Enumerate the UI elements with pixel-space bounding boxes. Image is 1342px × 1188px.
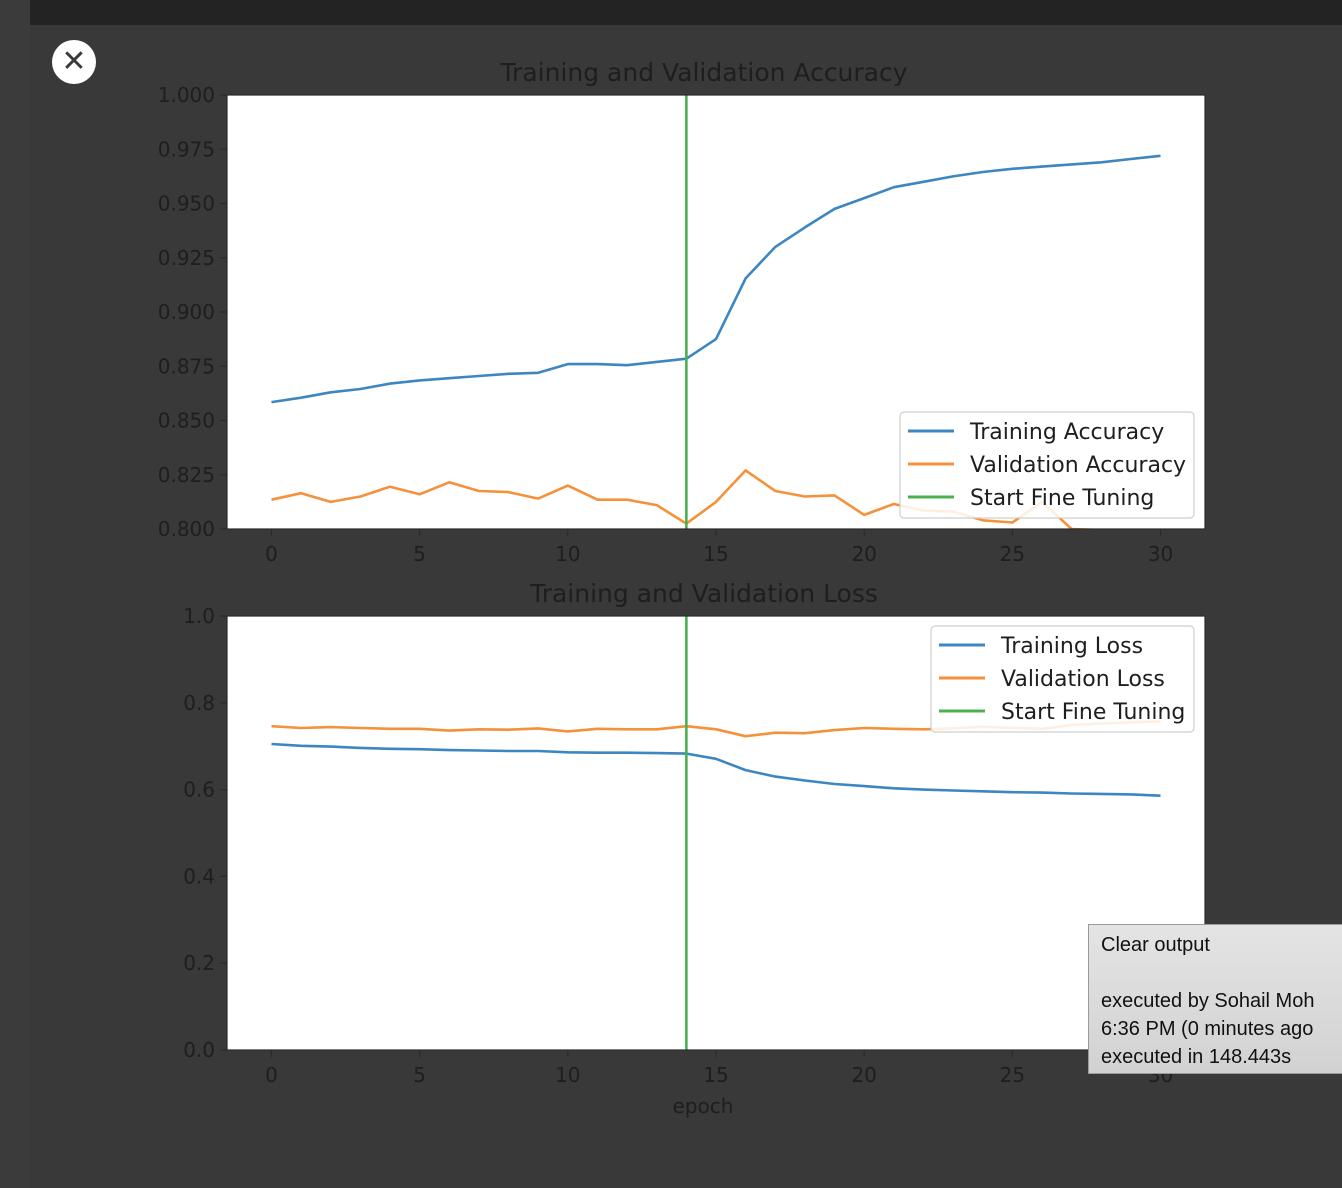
legend-label: Training Loss: [1000, 634, 1143, 659]
execution-time-text: 6:36 PM (0 minutes ago: [1101, 1018, 1314, 1040]
y-tick-label: 0.825: [158, 463, 215, 487]
legend: Training Loss Validation Loss Start Fine T…: [930, 625, 1195, 733]
chart-1: Training and Validation Accuracy 0 5 10 15 20…: [158, 58, 1206, 566]
y-tick-label: 1.000: [158, 83, 215, 107]
left-gutter: [0, 0, 30, 1188]
y-tick-label: 1.0: [183, 604, 215, 628]
x-tick-label: 0: [265, 542, 278, 566]
chart-title: Training and Validation Loss: [529, 579, 878, 608]
y-tick-label: 0.900: [158, 300, 215, 324]
y-tick-label: 0.2: [183, 951, 215, 975]
y-tick-label: 0.8: [183, 691, 215, 715]
execution-duration-text: executed in 148.443s: [1101, 1046, 1292, 1068]
legend-label: Start Fine Tuning: [970, 486, 1154, 511]
series-line-training: [271, 154, 1161, 404]
x-tick-label: 25: [1000, 1063, 1025, 1087]
x-tick-label: 10: [555, 542, 580, 566]
clear-output-action[interactable]: Clear output: [1101, 934, 1210, 956]
x-tick-label: 5: [413, 1063, 426, 1087]
legend-label: Validation Accuracy: [970, 453, 1186, 478]
legend-label: Training Accuracy: [969, 420, 1164, 445]
legend: Training Accuracy Validation Accuracy Star…: [899, 411, 1195, 519]
series-line-validation: [271, 469, 1105, 529]
legend-box: [899, 411, 1195, 519]
close-output-button[interactable]: ✕: [52, 40, 96, 84]
x-tick-label: 5: [413, 542, 426, 566]
legend-label: Validation Loss: [1001, 667, 1165, 692]
x-axis-label: epoch: [673, 1094, 734, 1118]
legend-label: Start Fine Tuning: [1001, 700, 1185, 725]
series-line-training: [271, 742, 1161, 797]
x-tick-label: 25: [1000, 542, 1025, 566]
x-tick-label: 15: [703, 542, 728, 566]
x-tick-label: 15: [703, 1063, 728, 1087]
y-tick-label: 0.0: [183, 1038, 215, 1062]
y-tick-label: 0.4: [183, 864, 215, 888]
top-toolbar: [30, 0, 1342, 25]
chart-title: Training and Validation Accuracy: [499, 58, 907, 87]
y-tick-label: 0.800: [158, 517, 215, 541]
x-tick-label: 30: [1148, 542, 1173, 566]
x-tick-label: 20: [851, 542, 876, 566]
x-tick-label: 20: [851, 1063, 876, 1087]
y-tick-label: 0.850: [158, 409, 215, 433]
x-tick-label: 10: [555, 1063, 580, 1087]
plot-lines: [271, 95, 1161, 529]
y-tick-label: 0.925: [158, 246, 215, 270]
executed-by-text: executed by Sohail Moh: [1101, 990, 1315, 1012]
y-tick-label: 0.6: [183, 778, 215, 802]
y-tick-label: 0.950: [158, 192, 215, 216]
x-tick-label: 0: [265, 1063, 278, 1087]
cell-execution-tooltip: Clear output executed by Sohail Moh 6:36…: [1088, 924, 1342, 1074]
y-tick-label: 0.875: [158, 354, 215, 378]
close-icon: ✕: [61, 44, 87, 79]
y-tick-label: 0.975: [158, 137, 215, 161]
legend-box: [930, 625, 1195, 733]
